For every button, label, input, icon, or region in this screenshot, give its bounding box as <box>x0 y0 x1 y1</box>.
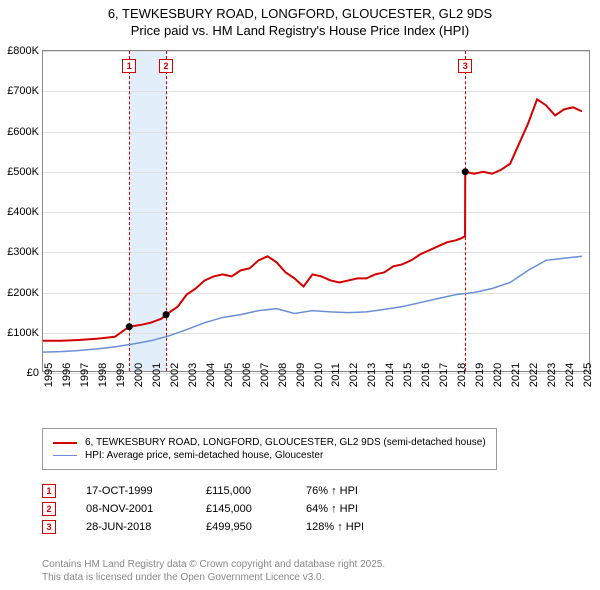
transaction-date: 08-NOV-2001 <box>86 503 176 515</box>
chart-legend: 6, TEWKESBURY ROAD, LONGFORD, GLOUCESTER… <box>42 428 497 470</box>
legend-swatch <box>53 455 77 456</box>
chart-title-line2: Price paid vs. HM Land Registry's House … <box>0 23 600 46</box>
attribution-text: Contains HM Land Registry data © Crown c… <box>42 558 385 584</box>
sale-dot <box>163 311 170 318</box>
transaction-date: 28-JUN-2018 <box>86 521 176 533</box>
legend-row: 6, TEWKESBURY ROAD, LONGFORD, GLOUCESTER… <box>53 437 486 448</box>
transaction-hpi: 76% ↑ HPI <box>306 485 396 497</box>
chart-plot-area: £0£100K£200K£300K£400K£500K£600K£700K£80… <box>42 50 590 372</box>
chart-lines <box>43 51 589 371</box>
chart-title-line1: 6, TEWKESBURY ROAD, LONGFORD, GLOUCESTER… <box>0 0 600 23</box>
transaction-row: 3 28-JUN-2018 £499,950 128% ↑ HPI <box>42 520 396 534</box>
attribution-line1: Contains HM Land Registry data © Crown c… <box>42 558 385 571</box>
y-axis-label: £600K <box>7 126 39 138</box>
transaction-price: £115,000 <box>206 485 276 497</box>
legend-swatch <box>53 442 77 444</box>
transaction-date: 17-OCT-1999 <box>86 485 176 497</box>
series-price_paid <box>43 99 582 340</box>
transaction-row: 1 17-OCT-1999 £115,000 76% ↑ HPI <box>42 484 396 498</box>
transaction-hpi: 64% ↑ HPI <box>306 503 396 515</box>
transaction-price: £499,950 <box>206 521 276 533</box>
y-axis-label: £100K <box>7 327 39 339</box>
transaction-marker: 3 <box>42 520 56 534</box>
transaction-marker: 1 <box>42 484 56 498</box>
y-axis-label: £400K <box>7 206 39 218</box>
legend-row: HPI: Average price, semi-detached house,… <box>53 450 486 461</box>
y-axis-label: £700K <box>7 85 39 97</box>
y-axis-label: £800K <box>7 45 39 57</box>
y-axis-label: £500K <box>7 166 39 178</box>
y-axis-label: £0 <box>27 367 39 379</box>
transaction-hpi: 128% ↑ HPI <box>306 521 396 533</box>
transaction-marker: 2 <box>42 502 56 516</box>
y-axis-label: £200K <box>7 287 39 299</box>
attribution-line2: This data is licensed under the Open Gov… <box>42 571 385 584</box>
sale-dot <box>126 323 133 330</box>
y-axis-label: £300K <box>7 246 39 258</box>
transaction-price: £145,000 <box>206 503 276 515</box>
transaction-row: 2 08-NOV-2001 £145,000 64% ↑ HPI <box>42 502 396 516</box>
transaction-table: 1 17-OCT-1999 £115,000 76% ↑ HPI 2 08-NOV-200… <box>42 480 396 538</box>
series-hpi <box>43 256 582 352</box>
sale-dot <box>462 168 469 175</box>
legend-label: 6, TEWKESBURY ROAD, LONGFORD, GLOUCESTER… <box>85 437 486 448</box>
legend-label: HPI: Average price, semi-detached house,… <box>85 450 323 461</box>
